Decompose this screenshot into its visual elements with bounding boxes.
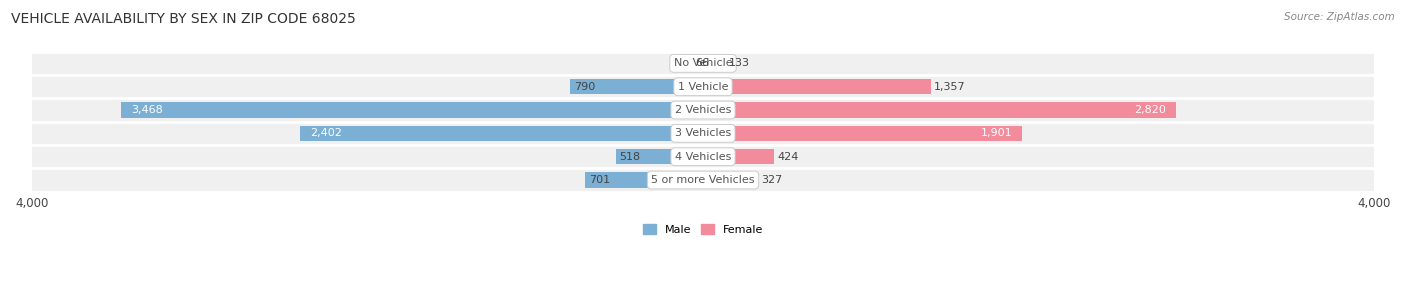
Bar (692, 56, 703, 71)
Text: 2 Vehicles: 2 Vehicles (675, 105, 731, 115)
Text: 4 Vehicles: 4 Vehicles (675, 152, 731, 162)
Text: Source: ZipAtlas.com: Source: ZipAtlas.com (1284, 12, 1395, 22)
Bar (703, 149, 775, 164)
Bar (32, 75, 1374, 99)
Text: 424: 424 (778, 152, 799, 162)
Bar (571, 79, 703, 94)
Text: No Vehicle: No Vehicle (673, 58, 733, 68)
Text: 701: 701 (589, 175, 610, 185)
Text: 5 or more Vehicles: 5 or more Vehicles (651, 175, 755, 185)
Bar (703, 103, 1177, 118)
Bar (703, 126, 1022, 141)
Text: 518: 518 (620, 152, 641, 162)
Text: 2,820: 2,820 (1135, 105, 1166, 115)
Bar (121, 103, 703, 118)
Bar (616, 149, 703, 164)
Bar (32, 145, 1374, 168)
Bar (32, 52, 1374, 75)
Text: 66: 66 (696, 58, 709, 68)
Bar (32, 122, 1374, 145)
Legend: Male, Female: Male, Female (638, 220, 768, 239)
Text: 2,402: 2,402 (309, 129, 342, 138)
Text: 1,901: 1,901 (980, 129, 1012, 138)
Bar (703, 79, 931, 94)
Bar (703, 173, 758, 188)
Bar (299, 126, 703, 141)
Bar (585, 173, 703, 188)
Bar (703, 56, 725, 71)
Bar (32, 168, 1374, 192)
Text: 133: 133 (728, 58, 749, 68)
Text: 327: 327 (761, 175, 783, 185)
Text: 3 Vehicles: 3 Vehicles (675, 129, 731, 138)
Text: 1,357: 1,357 (934, 82, 966, 92)
Text: 1 Vehicle: 1 Vehicle (678, 82, 728, 92)
Text: 790: 790 (574, 82, 595, 92)
Text: 3,468: 3,468 (131, 105, 163, 115)
Text: VEHICLE AVAILABILITY BY SEX IN ZIP CODE 68025: VEHICLE AVAILABILITY BY SEX IN ZIP CODE … (11, 12, 356, 26)
Bar (32, 99, 1374, 122)
